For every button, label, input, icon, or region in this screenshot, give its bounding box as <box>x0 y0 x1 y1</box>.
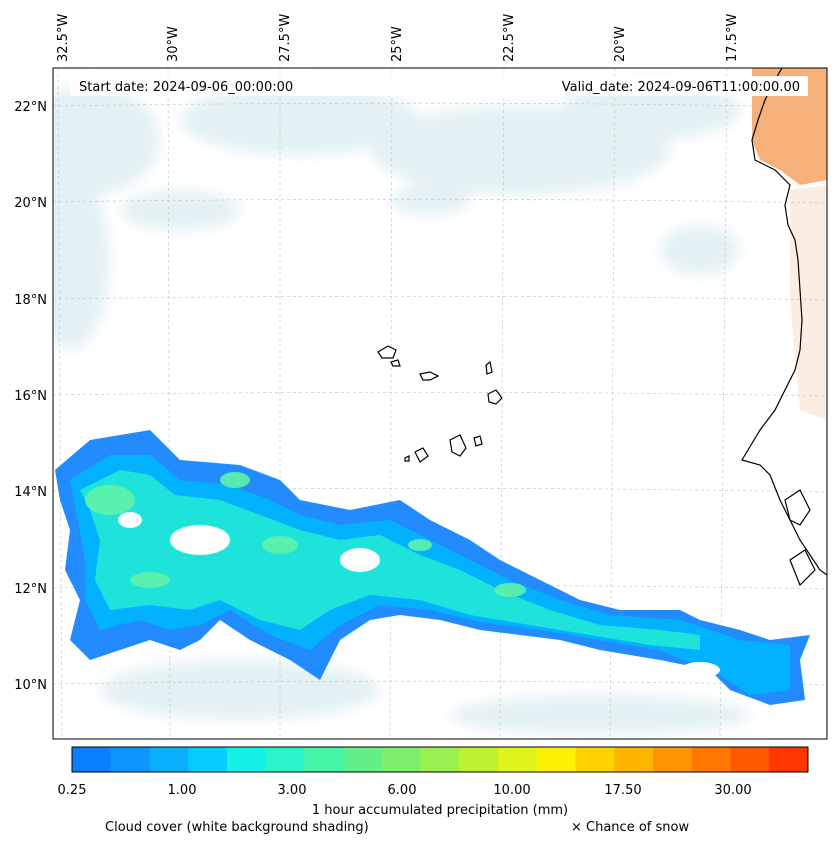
colorbar-swatch <box>769 747 809 772</box>
colorbar-tick-label: 10.00 <box>493 783 530 798</box>
colorbar-swatch <box>459 747 499 772</box>
lat-label: 18°N <box>14 293 47 308</box>
lat-label: 14°N <box>14 485 47 500</box>
map-panel <box>53 68 827 739</box>
colorbar-swatch <box>265 747 305 772</box>
lat-label: 12°N <box>14 582 47 597</box>
colorbar-swatch <box>188 747 228 772</box>
colorbar-swatch <box>226 747 267 772</box>
lon-label: 27.5°W <box>278 14 293 62</box>
colorbar-swatch <box>72 747 112 772</box>
lon-label: 25°W <box>390 26 405 62</box>
snow-note: × Chance of snow <box>571 820 689 835</box>
longitude-labels: 32.5°W 30°W 27.5°W 25°W 22.5°W 20°W 17.5… <box>56 14 740 62</box>
colorbar <box>72 747 809 772</box>
colorbar-tick-label: 17.50 <box>604 783 641 798</box>
colorbar-swatch <box>614 747 654 772</box>
colorbar-swatch <box>691 747 732 772</box>
cape-verde-islands <box>377 345 503 463</box>
colorbar-label: 1 hour accumulated precipitation (mm) <box>312 803 568 818</box>
valid-date-label: Valid_date: 2024-09-06T11:00:00.00 <box>562 80 800 95</box>
lat-label: 20°N <box>14 196 47 211</box>
lat-label: 16°N <box>14 389 47 404</box>
lat-label: 22°N <box>14 100 47 115</box>
colorbar-tick-label: 30.00 <box>714 783 751 798</box>
colorbar-swatch <box>304 747 344 772</box>
colorbar-tick-label: 0.25 <box>58 783 87 798</box>
latitude-labels: 22°N 20°N 18°N 16°N 14°N 12°N 10°N <box>14 100 47 693</box>
colorbar-swatch <box>575 747 615 772</box>
colorbar-swatch <box>420 747 460 772</box>
lon-label: 30°W <box>166 26 181 62</box>
start-date-label: Start date: 2024-09-06_00:00:00 <box>79 80 293 95</box>
colorbar-swatch <box>149 747 189 772</box>
colorbar-swatch <box>343 747 383 772</box>
colorbar-tick-label: 6.00 <box>388 783 417 798</box>
colorbar-frame <box>71 746 809 773</box>
land-shading-light <box>790 185 827 420</box>
colorbar-swatch <box>653 747 693 772</box>
colorbar-swatch <box>110 747 150 772</box>
colorbar-swatch <box>381 747 422 772</box>
lon-label: 17.5°W <box>725 14 740 62</box>
coastline <box>741 68 827 587</box>
lon-label: 22.5°W <box>502 14 517 62</box>
precipitation-field <box>55 430 810 705</box>
colorbar-ticks: 0.25 1.00 3.00 6.00 10.00 17.50 30.00 <box>58 783 752 798</box>
lon-label: 20°W <box>613 26 628 62</box>
lat-label: 10°N <box>14 678 47 693</box>
colorbar-tick-label: 3.00 <box>278 783 307 798</box>
colorbar-swatch <box>536 747 577 772</box>
colorbar-swatch <box>730 747 770 772</box>
land-shading <box>752 68 827 185</box>
colorbar-tick-label: 1.00 <box>168 783 197 798</box>
info-bar <box>70 76 808 96</box>
lon-label: 32.5°W <box>56 14 71 62</box>
colorbar-swatch <box>498 747 538 772</box>
map-frame <box>52 67 828 740</box>
cloud-cover-note: Cloud cover (white background shading) <box>105 820 369 835</box>
